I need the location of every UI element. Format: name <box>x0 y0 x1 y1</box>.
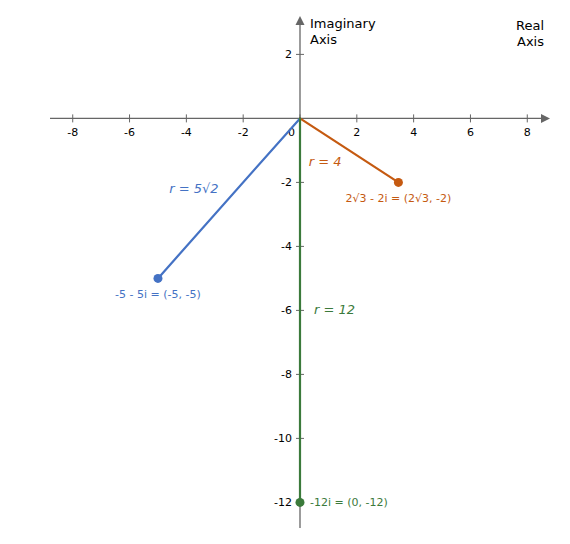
point-label: 2√3 - 2i = (2√3, -2) <box>346 192 452 205</box>
y-axis-title: ImaginaryAxis <box>310 16 376 47</box>
r-label: r = 4 <box>309 154 342 169</box>
x-axis-arrow <box>541 114 550 123</box>
y-axis-title-line: Axis <box>310 32 337 47</box>
y-tick-label: -10 <box>274 432 292 445</box>
data-marks <box>153 118 402 507</box>
point-label: -5 - 5i = (-5, -5) <box>115 288 201 301</box>
x-tick <box>186 114 187 122</box>
x-tick-label: 2 <box>353 126 360 139</box>
x-tick-label: -4 <box>181 126 192 139</box>
x-tick-label: -8 <box>67 126 78 139</box>
vector-line <box>299 118 301 502</box>
x-tick-label: 8 <box>524 126 531 139</box>
y-tick-label: -4 <box>281 240 292 253</box>
vector-line <box>300 118 398 182</box>
x-tick <box>129 114 130 122</box>
vector-line <box>158 118 300 278</box>
y-tick-label: -2 <box>281 176 292 189</box>
x-axis-title-line: Axis <box>517 34 544 49</box>
y-tick-label: -6 <box>281 304 292 317</box>
x-tick <box>72 114 73 122</box>
r-label: r = 5√2 <box>169 181 218 196</box>
x-tick <box>243 114 244 122</box>
point <box>296 498 305 507</box>
y-tick-label: -8 <box>281 368 292 381</box>
x-axis <box>50 118 544 119</box>
r-label: r = 12 <box>314 302 355 317</box>
point-label: -12i = (0, -12) <box>310 496 388 509</box>
x-tick-label: -2 <box>238 126 249 139</box>
x-tick <box>356 114 357 122</box>
y-tick-label: -12 <box>274 496 292 509</box>
x-tick <box>470 114 471 122</box>
x-tick-label: 4 <box>410 126 417 139</box>
x-axis-title: RealAxis <box>516 18 544 49</box>
y-tick <box>296 54 304 55</box>
y-axis-arrow <box>296 16 305 25</box>
y-axis-title-line: Imaginary <box>310 16 376 31</box>
x-tick-label: 6 <box>467 126 474 139</box>
chart: -8-6-4-202468-12-10-8-6-4-22ImaginaryAxi… <box>0 0 570 544</box>
point <box>394 178 403 187</box>
x-tick <box>413 114 414 122</box>
point <box>153 274 162 283</box>
x-tick <box>527 114 528 122</box>
y-tick-label: 2 <box>285 48 292 61</box>
y-axis <box>299 22 300 528</box>
x-axis-title-line: Real <box>516 18 544 33</box>
x-tick-label: -6 <box>124 126 135 139</box>
